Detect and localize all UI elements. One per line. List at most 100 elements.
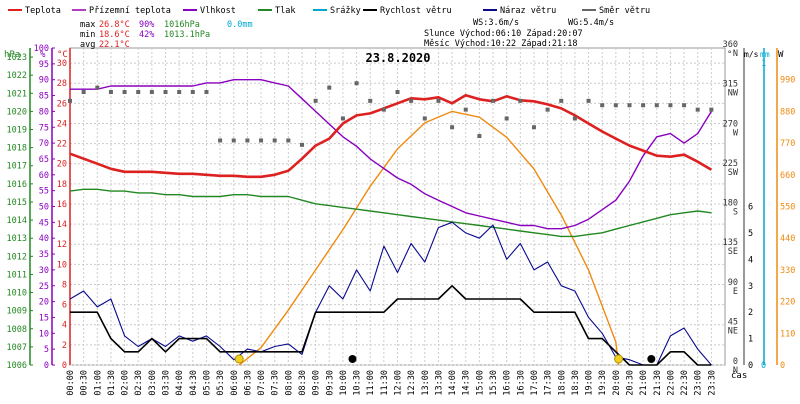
- stat-max-hum: 90%: [139, 20, 154, 30]
- dir-point: [450, 125, 455, 130]
- dir-point: [531, 125, 536, 130]
- degc-tick-label: 24: [57, 119, 67, 129]
- ms-tick-label: 2: [748, 308, 753, 318]
- stat-min-temp: 18.6°C: [99, 30, 130, 40]
- x-tick-label: 18:00: [557, 370, 567, 396]
- stat-min-label: min: [80, 30, 95, 40]
- pct-tick-label: 85: [39, 92, 49, 102]
- x-tick-label: 19:00: [585, 370, 595, 396]
- pct-tick-label: 40: [39, 234, 49, 244]
- x-tick-label: 13:00: [421, 370, 431, 396]
- dir-tick-value: 0: [733, 357, 738, 367]
- hpa-tick-label: 1012: [7, 252, 27, 262]
- x-tick-label: 00:30: [80, 370, 90, 396]
- dir-tick-name: W: [733, 128, 739, 138]
- dir-point: [436, 98, 441, 103]
- dir-point: [572, 116, 577, 121]
- pct-tick-label: 95: [39, 60, 49, 70]
- x-tick-label: 22:30: [680, 370, 690, 396]
- dir-point: [190, 90, 195, 95]
- pct-tick-label: 15: [39, 313, 49, 323]
- legend-label: Náraz větru: [500, 6, 556, 16]
- pct-tick-label: 25: [39, 282, 49, 292]
- w-tick-label: 550: [780, 203, 795, 213]
- w-tick-label: 990: [780, 76, 795, 86]
- x-tick-label: 20:00: [612, 370, 622, 396]
- degc-tick-label: 18: [57, 180, 67, 190]
- dir-point: [627, 103, 632, 108]
- degc-tick-label: 22: [57, 140, 67, 150]
- x-tick-label: 21:00: [639, 370, 649, 396]
- dir-point: [477, 134, 482, 139]
- dir-point: [422, 116, 427, 121]
- x-tick-label: 11:00: [366, 370, 376, 396]
- stat-moon: Měsíc Východ:10:22 Západ:21:18: [424, 39, 578, 49]
- dir-point: [368, 98, 373, 103]
- dir-point: [545, 107, 550, 112]
- pct-tick-label: 45: [39, 218, 49, 228]
- dir-point: [327, 85, 332, 90]
- pct-tick-label: 100: [34, 44, 49, 54]
- x-tick-label: 01:30: [107, 370, 117, 396]
- dir-tick-name: E: [733, 287, 738, 297]
- degc-tick-label: 10: [57, 260, 67, 270]
- dir-point: [245, 138, 250, 143]
- legend-label: Srážky: [330, 6, 361, 16]
- x-tick-label: 23:30: [707, 370, 717, 396]
- hpa-tick-label: 1008: [7, 325, 27, 335]
- stat-avg-label: avg: [80, 40, 95, 50]
- pct-tick-label: 10: [39, 329, 49, 339]
- pct-tick-label: 50: [39, 203, 49, 213]
- sunrise-icon: [234, 354, 244, 364]
- x-tick-label: 16:30: [516, 370, 526, 396]
- x-tick-label: 17:30: [544, 370, 554, 396]
- x-tick-label: 14:30: [462, 370, 472, 396]
- x-tick-label: 08:30: [298, 370, 308, 396]
- dir-point: [668, 103, 673, 108]
- dir-tick-value: 180: [723, 199, 738, 209]
- ms-tick-label: 6: [748, 203, 753, 213]
- pct-tick-label: 30: [39, 266, 49, 276]
- dir-point: [259, 138, 264, 143]
- x-tick-label: 21:30: [653, 370, 663, 396]
- stat-rain: 0.0mm: [227, 20, 253, 30]
- dir-point: [340, 116, 345, 121]
- x-tick-label: 17:00: [530, 370, 540, 396]
- dir-point: [354, 81, 359, 86]
- hpa-tick-label: 1021: [7, 89, 27, 99]
- stat-max-temp: 26.8°C: [99, 20, 130, 30]
- legend-label: Směr větru: [599, 6, 650, 16]
- pct-unit: %: [40, 50, 46, 60]
- w-tick-label: 880: [780, 107, 795, 117]
- dir-tick-name: S: [733, 208, 738, 218]
- dir-point: [68, 98, 72, 103]
- ms-tick-label: 0: [748, 361, 753, 371]
- w-tick-label: 220: [780, 298, 795, 308]
- ms-tick-label: 5: [748, 229, 753, 239]
- dir-point: [81, 90, 86, 95]
- w-tick-label: 440: [780, 234, 795, 244]
- dir-point: [108, 90, 113, 95]
- degc-tick-label: 4: [62, 321, 67, 331]
- legend-label: Přízemní teplota: [89, 6, 171, 16]
- x-tick-label: 04:30: [189, 370, 199, 396]
- chart-title: 23.8.2020: [365, 51, 430, 65]
- hpa-tick-label: 1011: [7, 270, 27, 280]
- dir-point: [231, 138, 236, 143]
- dir-tick-value: 360: [723, 40, 738, 50]
- dir-tick-value: 135: [723, 238, 738, 248]
- pct-tick-label: 0: [44, 361, 49, 371]
- dir-point: [299, 142, 304, 147]
- x-tick-label: 07:00: [257, 370, 267, 396]
- hpa-tick-label: 1014: [7, 216, 27, 226]
- hpa-tick-label: 1013: [7, 234, 27, 244]
- x-tick-label: 23:00: [694, 370, 704, 396]
- x-tick-label: 14:00: [448, 370, 458, 396]
- dir-unit: °: [727, 50, 732, 60]
- x-tick-label: 03:00: [148, 370, 158, 396]
- x-tick-label: 15:30: [489, 370, 499, 396]
- dir-point: [136, 90, 141, 95]
- dir-point: [381, 107, 386, 112]
- dir-tick-name: SE: [728, 247, 738, 257]
- pct-tick-label: 70: [39, 139, 49, 149]
